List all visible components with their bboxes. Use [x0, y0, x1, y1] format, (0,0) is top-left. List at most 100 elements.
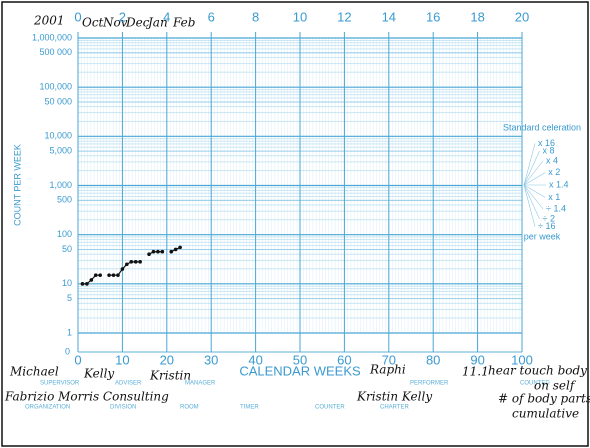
handwritten-note: # of body parts — [498, 392, 590, 406]
celeration-ray — [523, 184, 540, 220]
x2-tick-label: 10 — [293, 9, 307, 24]
x2-tick-label: 4 — [163, 9, 170, 24]
data-point — [133, 260, 138, 264]
x-tick-label: 60 — [337, 352, 351, 367]
x-tick-label: 30 — [204, 352, 218, 367]
x-tick-label: 20 — [160, 352, 174, 367]
form-label: ORGANIZATION — [25, 405, 70, 411]
y-tick-label: 100 — [57, 229, 72, 239]
data-point — [111, 273, 116, 277]
celeration-label: x 16 — [538, 138, 555, 148]
handwritten-note: Raphi — [369, 363, 406, 377]
celeration-ray — [523, 184, 546, 198]
x2-tick-label: 14 — [382, 9, 396, 24]
data-point — [173, 247, 178, 252]
data-point — [120, 267, 125, 271]
form-label: SUPERVISOR — [40, 381, 80, 387]
handwritten-note: hear touch body parts — [488, 364, 590, 378]
y-tick-label: 5,000 — [49, 146, 72, 156]
data-point — [178, 245, 182, 250]
data-point — [129, 260, 134, 264]
x2-tick-label: 2 — [119, 9, 126, 24]
celeration-label: ÷ 2 — [543, 213, 555, 223]
handwritten-date: Jan — [145, 16, 168, 30]
x-tick-label: 50 — [293, 352, 307, 367]
celeration-label: x 1 — [548, 192, 560, 202]
form-label: ROOM — [180, 405, 199, 411]
celeration-fan: Standard celeration per week x 16x 8x 4 x… — [503, 122, 581, 241]
celeration-label: x 8 — [543, 145, 555, 155]
data-point — [138, 260, 142, 264]
zero-label: 0 — [65, 346, 70, 356]
y-tick-label: 10,000 — [44, 131, 72, 141]
form-label: TIMER — [240, 405, 259, 411]
data-point — [85, 282, 89, 286]
celeration-label: x 1.4 — [549, 179, 569, 189]
x-tick-label: 70 — [382, 352, 396, 367]
handwritten-note: Kelly — [83, 367, 114, 381]
handwritten-note: Fabrizio Morris Consulting — [4, 390, 169, 404]
x-tick-label: 90 — [470, 352, 484, 367]
data-point — [93, 273, 98, 277]
celeration-label: x 2 — [548, 167, 560, 177]
handwritten-date: Dec — [125, 16, 150, 30]
data-point — [116, 273, 120, 277]
handwritten-date: 2001 — [33, 14, 65, 28]
celeration-ray — [523, 184, 536, 227]
handwritten-date: Oct — [82, 16, 104, 30]
handwritten-note: Kristin Kelly — [356, 390, 432, 404]
celeration-label: x 4 — [546, 155, 558, 165]
y-tick-label: 10 — [62, 278, 72, 288]
x2-tick-label: 18 — [470, 9, 484, 24]
y-tick-label: 1 — [67, 327, 72, 337]
handwritten-date: Feb — [172, 16, 195, 30]
data-point — [89, 278, 94, 282]
celeration-ray — [523, 150, 540, 186]
x2-tick-label: 16 — [426, 9, 440, 24]
x-tick-label: 0 — [74, 352, 81, 367]
y-tick-label: 1,000,000 — [32, 32, 72, 42]
x-tick-label: 10 — [115, 352, 129, 367]
x2-tick-label: 20 — [515, 9, 529, 24]
celeration-ray — [523, 172, 546, 186]
form-label: ADVISER — [115, 381, 142, 387]
form-label: PERFORMER — [410, 381, 449, 387]
celeration-title: Standard celeration — [503, 122, 581, 132]
form-labels: SUPERVISOR ADVISER MANAGER PERFORMER COUNTED… — [25, 381, 550, 411]
celeration-ray — [523, 184, 544, 210]
data-point — [160, 249, 165, 254]
form-label: DIVISION — [110, 405, 136, 411]
y-tick-label: 1,000 — [49, 180, 72, 190]
data-point — [151, 249, 156, 254]
handwritten-note: on self — [534, 379, 577, 393]
x2-tick-label: 12 — [337, 9, 351, 24]
y-tick-label: 50 000 — [44, 96, 72, 106]
data-point — [169, 249, 174, 254]
data-point — [107, 273, 111, 277]
handwritten-note: cumulative — [512, 407, 579, 421]
data-point — [156, 249, 160, 254]
celeration-ray — [523, 143, 536, 186]
celeration-ray — [523, 160, 544, 186]
x-tick-label: 40 — [248, 352, 262, 367]
x2-tick-label: 0 — [74, 9, 81, 24]
data-point — [98, 273, 102, 277]
y-tick-label: 500 000 — [39, 47, 72, 57]
x2-tick-label: 8 — [252, 9, 259, 24]
x-axis-label: CALENDAR WEEKS — [239, 363, 361, 378]
y-tick-label: 100,000 — [39, 82, 72, 92]
data-point — [80, 282, 85, 286]
form-label: COUNTED — [520, 381, 550, 387]
x2-tick-label: 6 — [208, 9, 215, 24]
form-label: MANAGER — [185, 381, 216, 387]
data-point — [147, 252, 151, 257]
x-tick-label: 100 — [511, 352, 533, 367]
handwritten-date: Nov — [102, 16, 128, 30]
handwritten-note: Michael — [9, 365, 59, 379]
celeration-label: ÷ 16 — [538, 221, 555, 231]
y-tick-label: 500 — [57, 195, 72, 205]
x-tick-label: 80 — [426, 352, 440, 367]
